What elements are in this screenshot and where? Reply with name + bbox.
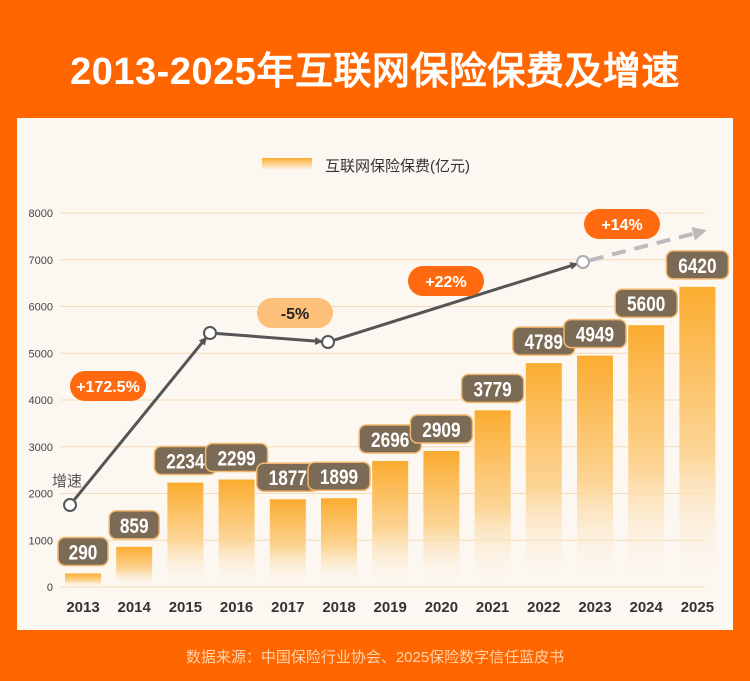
value-label: 1877 [269, 468, 307, 491]
growth-axis-label: 增速 [52, 473, 82, 490]
page-title: 2013-2025年互联网保险保费及增速 [70, 51, 680, 93]
value-label-box [614, 288, 678, 318]
y-tick-label: 2000 [29, 489, 53, 501]
data-source: 数据来源：中国保险行业协会、2025保险数字信任蓝皮书 [185, 649, 565, 666]
growth-pill-label: +14% [601, 217, 642, 234]
bar-2017 [269, 499, 306, 587]
x-tick-label: 2023 [578, 599, 611, 616]
growth-pill-label: -5% [281, 306, 309, 323]
value-label-box [460, 373, 525, 404]
value-label: 3779 [473, 379, 511, 402]
y-tick-label: 6000 [29, 302, 53, 314]
x-tick-label: 2013 [66, 599, 99, 616]
value-label: 5600 [627, 294, 665, 317]
growth-point [321, 335, 335, 349]
bar-2018 [321, 498, 357, 587]
bar-2013 [65, 573, 101, 587]
value-label-box [57, 536, 109, 567]
x-tick-label: 2016 [220, 599, 253, 616]
bar-2023 [577, 355, 613, 587]
x-tick-label: 2015 [169, 599, 202, 616]
growth-point [203, 326, 217, 340]
legend-swatch [262, 158, 312, 170]
bar-2024 [628, 325, 665, 587]
growth-pill [257, 298, 333, 328]
y-tick-label: 0 [47, 582, 53, 594]
value-label: 4949 [576, 324, 614, 347]
growth-forecast-line [589, 226, 707, 263]
value-label: 2909 [422, 420, 460, 443]
value-label-box [409, 414, 474, 444]
bar-2019 [372, 460, 409, 587]
value-label: 6420 [678, 255, 716, 278]
growth-line-segment [334, 262, 579, 342]
x-tick-label: 2019 [374, 599, 407, 616]
value-label-box [563, 318, 627, 349]
value-label-box [307, 461, 371, 491]
value-label-box [665, 250, 730, 280]
legend-label: 互联网保险保费(亿元) [325, 158, 470, 175]
value-label: 2299 [217, 448, 255, 471]
y-tick-label: 5000 [29, 348, 53, 360]
bar-2015 [167, 482, 204, 587]
x-tick-label: 2018 [322, 599, 355, 616]
y-tick-label: 1000 [29, 535, 53, 547]
bar-2022 [525, 363, 562, 587]
growth-pill [70, 371, 146, 401]
growth-pill-label: +172.5% [76, 379, 140, 396]
x-tick-label: 2020 [425, 599, 458, 616]
x-tick-label: 2017 [271, 599, 304, 616]
bar-2014 [116, 546, 153, 587]
x-tick-label: 2014 [118, 599, 152, 616]
growth-line-segment [73, 336, 207, 501]
growth-pill [408, 266, 484, 296]
value-label: 1899 [320, 467, 358, 490]
x-tick-label: 2025 [681, 599, 714, 616]
value-label: 2234 [166, 451, 205, 474]
value-label: 859 [120, 515, 149, 538]
growth-line-segment [216, 332, 324, 345]
y-tick-label: 8000 [29, 208, 53, 220]
bar-2021 [474, 410, 511, 587]
x-tick-label: 2022 [527, 599, 560, 616]
value-label: 4789 [525, 332, 563, 355]
value-label: 2696 [371, 429, 409, 452]
growth-pill-label: +22% [425, 274, 466, 291]
value-label-box [108, 510, 160, 540]
x-tick-label: 2021 [476, 599, 509, 616]
bar-2020 [423, 451, 460, 587]
y-tick-label: 3000 [29, 442, 53, 454]
growth-point [63, 498, 77, 512]
x-tick-label: 2024 [630, 599, 664, 616]
bar-2025 [679, 286, 716, 587]
growth-pill [584, 209, 660, 239]
y-tick-label: 7000 [29, 255, 53, 267]
value-label: 290 [69, 542, 98, 565]
bar-2016 [218, 479, 255, 587]
growth-point [576, 255, 590, 269]
y-tick-label: 4000 [29, 395, 53, 407]
value-label-box [204, 442, 269, 473]
